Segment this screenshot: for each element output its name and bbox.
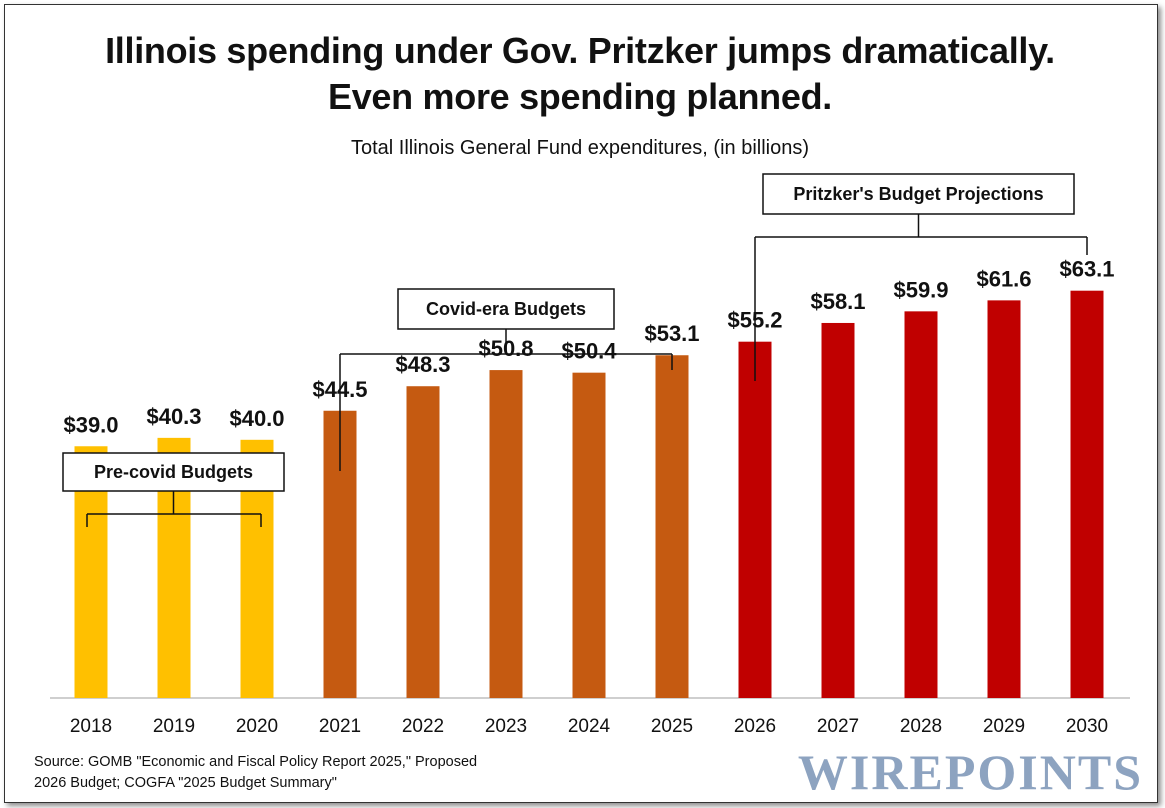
pre-covid-budgets-label-box [62,452,285,492]
x-tick-label-2026: 2026 [734,716,776,737]
x-tick-label-2019: 2019 [153,716,195,737]
x-tick-label-2030: 2030 [1066,716,1108,737]
bar-2027 [821,322,855,698]
pritzker-s-budget-projections-label-box [762,173,1075,215]
x-tick-label-2021: 2021 [319,716,361,737]
value-label-2029: $61.6 [976,266,1031,291]
bar-2025 [655,355,689,698]
bar-2030 [1070,290,1104,698]
value-label-2019: $40.3 [146,404,201,429]
chart-title: Illinois spending under Gov. Pritzker ju… [0,28,1160,120]
bar-2024 [572,372,606,698]
title-line-1: Illinois spending under Gov. Pritzker ju… [105,30,1055,71]
value-label-2028: $59.9 [893,277,948,302]
x-tick-label-2022: 2022 [402,716,444,737]
title-line-2: Even more spending planned. [328,76,832,117]
bar-2026 [738,341,772,698]
wirepoints-logo: WIREPOINTS [797,744,1143,800]
bar-2022 [406,386,440,698]
bar-2028 [904,311,938,698]
x-tick-label-2024: 2024 [568,716,611,737]
pre-covid-budgets-label: Pre-covid Budgets [94,462,253,482]
value-label-2027: $58.1 [810,289,865,314]
x-tick-label-2020: 2020 [236,716,278,737]
x-tick-label-2018: 2018 [70,716,112,737]
x-tick-label-2027: 2027 [817,716,859,737]
value-label-2022: $48.3 [395,352,450,377]
value-label-2018: $39.0 [63,412,118,437]
covid-era-budgets-label-box [397,288,615,330]
bar-2023 [489,370,523,698]
source-line-2: 2026 Budget; COGFA "2025 Budget Summary" [34,775,337,791]
x-tick-label-2028: 2028 [900,716,942,737]
x-tick-label-2029: 2029 [983,716,1025,737]
covid-era-budgets-label: Covid-era Budgets [426,299,586,319]
value-label-2030: $63.1 [1059,257,1114,282]
pritzker-s-budget-projections-label: Pritzker's Budget Projections [793,184,1043,204]
x-tick-label-2025: 2025 [651,716,693,737]
bar-2029 [987,300,1021,698]
value-label-2020: $40.0 [229,406,284,431]
source-note: Source: GOMB "Economic and Fiscal Policy… [34,752,594,794]
x-tick-label-2023: 2023 [485,716,527,737]
source-line-1: Source: GOMB "Economic and Fiscal Policy… [34,754,478,770]
value-label-2025: $53.1 [644,321,699,346]
value-label-2024: $50.4 [561,339,617,364]
chart-subtitle: Total Illinois General Fund expenditures… [350,137,809,159]
